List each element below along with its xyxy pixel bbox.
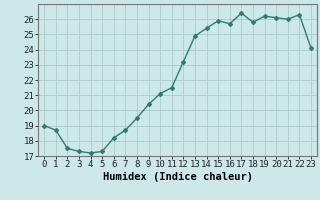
X-axis label: Humidex (Indice chaleur): Humidex (Indice chaleur) [103, 172, 252, 182]
